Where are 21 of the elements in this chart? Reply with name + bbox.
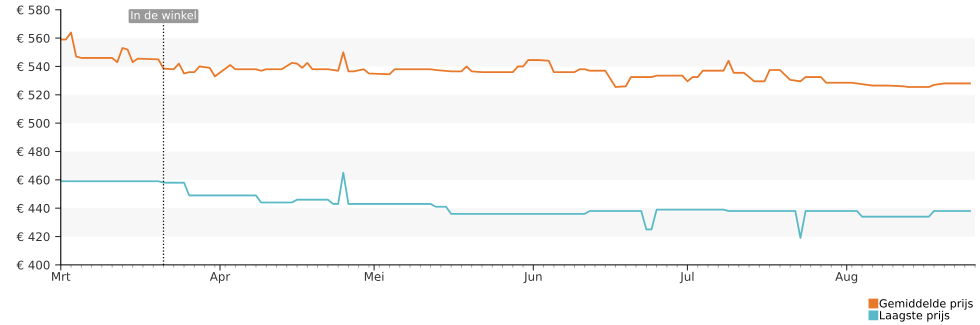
x-tick-label: Aug bbox=[835, 272, 858, 284]
y-tick-label: € 400 bbox=[16, 260, 50, 270]
y-tick-label: € 500 bbox=[16, 118, 50, 128]
line-series bbox=[60, 32, 971, 88]
y-tick-label: € 480 bbox=[16, 147, 50, 156]
legend-label: Gemiddelde prijs bbox=[880, 298, 973, 310]
y-tick-label: € 540 bbox=[16, 62, 50, 72]
y-tick-label: € 440 bbox=[16, 204, 50, 213]
y-tick-label: € 580 bbox=[16, 5, 50, 14]
legend-label: Laagste prijs bbox=[880, 310, 950, 322]
y-tick-label: € 460 bbox=[16, 176, 50, 184]
x-tick-label: Mei bbox=[364, 272, 384, 281]
x-tick-label: Mrt bbox=[52, 272, 70, 281]
line-series bbox=[60, 172, 971, 239]
x-tick-label: Jul bbox=[680, 272, 694, 284]
x-tick-label: Jun bbox=[524, 272, 542, 284]
ref-line-label: In de winkel bbox=[131, 10, 196, 20]
y-tick-label: € 520 bbox=[16, 90, 50, 100]
x-tick-label: Apr bbox=[210, 272, 230, 284]
y-tick-label: € 420 bbox=[16, 232, 50, 242]
y-tick-label: € 560 bbox=[16, 34, 50, 43]
